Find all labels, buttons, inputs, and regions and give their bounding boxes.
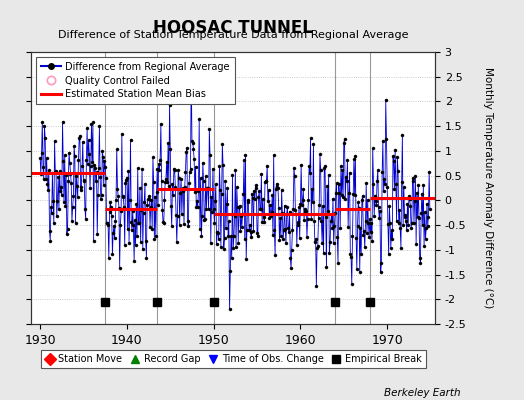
Text: Difference of Station Temperature Data from Regional Average: Difference of Station Temperature Data f… xyxy=(58,30,408,40)
Title: HOOSAC TUNNEL: HOOSAC TUNNEL xyxy=(153,18,313,36)
Text: Berkeley Earth: Berkeley Earth xyxy=(385,388,461,398)
Legend: Station Move, Record Gap, Time of Obs. Change, Empirical Break: Station Move, Record Gap, Time of Obs. C… xyxy=(41,350,425,368)
Y-axis label: Monthly Temperature Anomaly Difference (°C): Monthly Temperature Anomaly Difference (… xyxy=(483,67,493,309)
